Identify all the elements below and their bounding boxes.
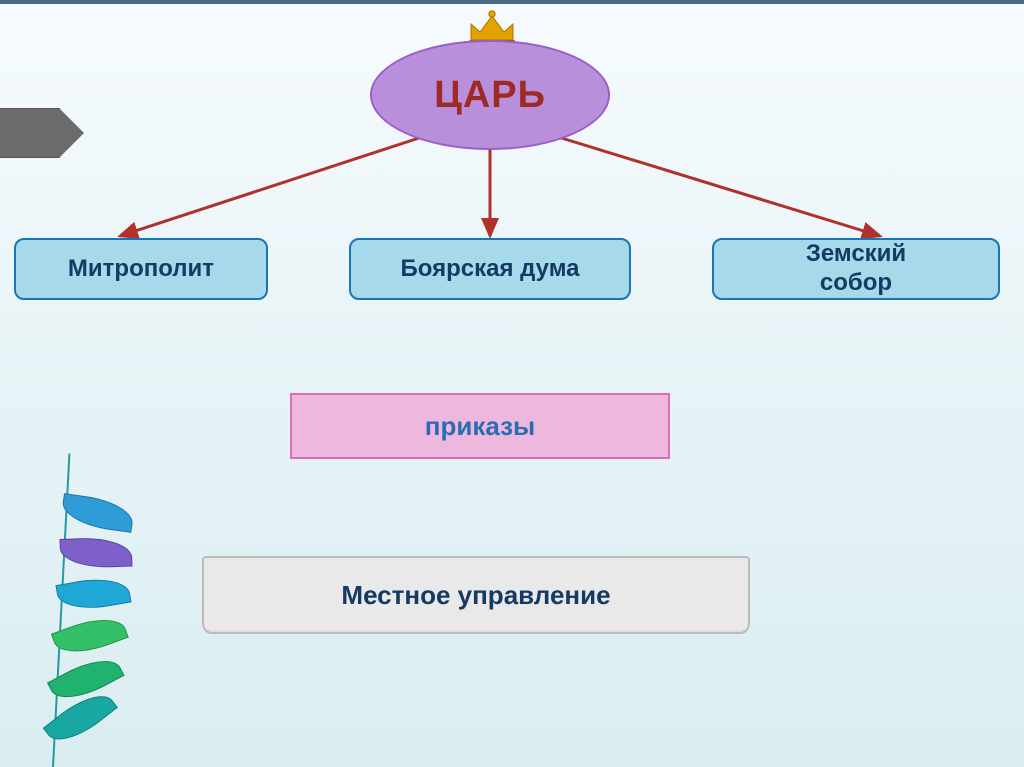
tier1-label: Боярская дума	[401, 255, 580, 284]
leaf-stem	[52, 453, 70, 767]
leaf-3	[55, 573, 131, 615]
tier1-box-0: Митрополит	[14, 238, 268, 300]
tier2-box: приказы	[290, 393, 670, 459]
leaf-decoration	[28, 427, 148, 767]
leaf-4	[59, 536, 132, 568]
tier1-label: Митрополит	[68, 255, 214, 284]
tier2-label: приказы	[425, 411, 536, 442]
tsar-label: ЦАРЬ	[434, 74, 546, 117]
tsar-node: ЦАРЬ	[370, 40, 610, 150]
side-arrow-tab	[0, 108, 86, 158]
tier3-box: Местное управление	[202, 556, 750, 634]
accent-bar	[0, 0, 1024, 4]
tier1-box-1: Боярская дума	[349, 238, 631, 300]
tier1-row: Митрополит Боярская дума Земский собор	[0, 238, 1024, 300]
tier3-label: Местное управление	[341, 580, 610, 611]
slide: ЦАРЬ Митрополит Боярская дума Земский собо…	[0, 0, 1024, 767]
tier1-box-2: Земский собор	[712, 238, 1000, 300]
leaf-2	[51, 609, 129, 662]
leaf-0	[43, 684, 118, 752]
leaf-5	[60, 493, 135, 533]
leaf-1	[47, 649, 125, 709]
tier1-label: Земский собор	[806, 240, 906, 298]
